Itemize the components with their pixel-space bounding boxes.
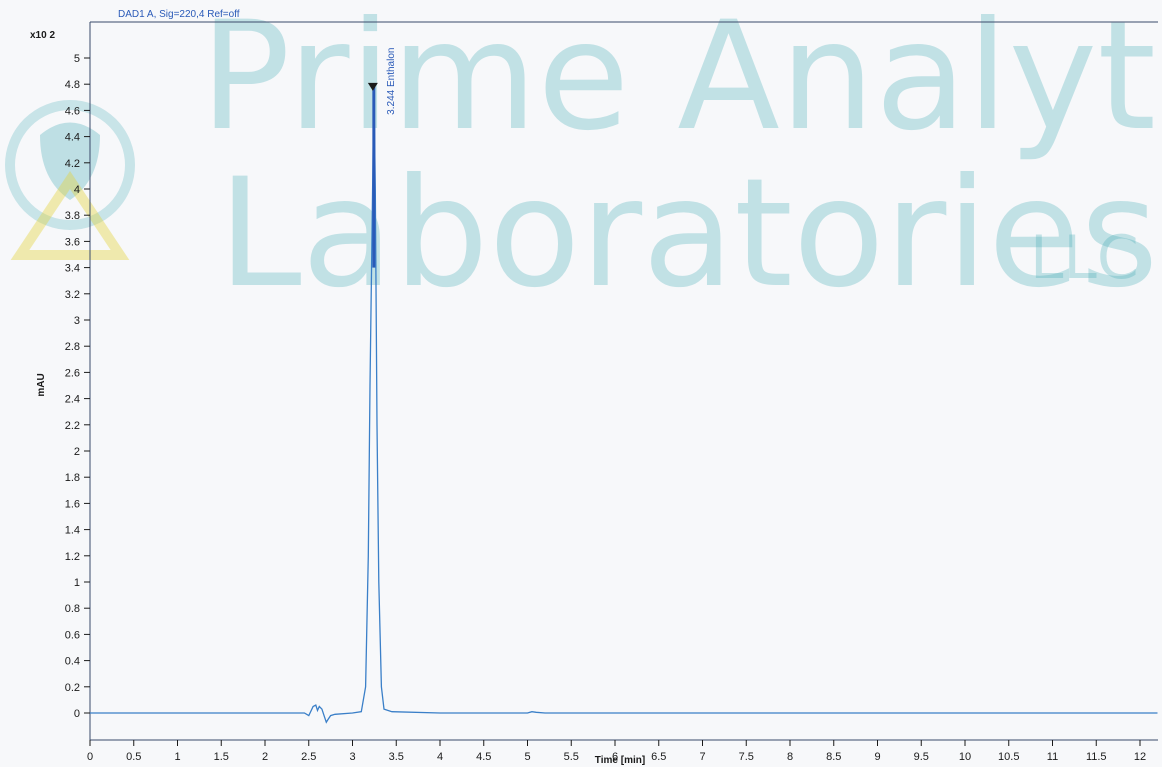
y-tick-label: 0 <box>74 708 80 720</box>
y-tick-label: 3 <box>74 315 80 327</box>
y-tick-label: 1.6 <box>65 498 80 510</box>
y-tick-label: 1.2 <box>65 551 80 563</box>
y-tick-label: 4.2 <box>65 158 80 170</box>
x-tick-label: 6 <box>612 751 618 763</box>
x-tick-label: 0.5 <box>126 751 141 763</box>
y-tick-label: 2 <box>74 446 80 458</box>
peak-bar <box>372 86 376 268</box>
x-tick-label: 3.5 <box>389 751 404 763</box>
signal-label: DAD1 A, Sig=220,4 Ref=off <box>118 9 240 20</box>
x-tick-label: 12 <box>1134 751 1146 763</box>
y-tick-label: 3.6 <box>65 236 80 248</box>
series-line <box>90 86 1158 724</box>
y-tick-label: 4.6 <box>65 105 80 117</box>
y-tick-label: 2.8 <box>65 341 80 353</box>
y-tick-label: 0.4 <box>65 656 80 668</box>
x-tick-label: 8.5 <box>826 751 841 763</box>
x-tick-label: 4.5 <box>476 751 491 763</box>
peak-annotations: 3.244 Enthalon <box>367 48 397 268</box>
x-tick-label: 11.5 <box>1086 751 1107 763</box>
y-tick-label: 4.4 <box>65 132 80 144</box>
x-tick-label: 2.5 <box>301 751 316 763</box>
x-tick-label: 7 <box>699 751 705 763</box>
y-tick-label: 3.2 <box>65 289 80 301</box>
flask-logo-icon <box>5 100 135 260</box>
y-tick-label: 0.8 <box>65 603 80 615</box>
y-tick-label: 3.8 <box>65 210 80 222</box>
y-tick-label: 1.8 <box>65 472 80 484</box>
watermark-line-3: LLC <box>1030 223 1139 293</box>
y-tick-label: 1.4 <box>65 525 80 537</box>
x-tick-label: 5.5 <box>564 751 579 763</box>
y-tick-label: 4.8 <box>65 79 80 91</box>
x-tick-label: 8 <box>787 751 793 763</box>
y-tick-label: 0.6 <box>65 629 80 641</box>
x-tick-label: 9.5 <box>914 751 929 763</box>
y-tick-label: 2.2 <box>65 420 80 432</box>
y-tick-label: 4 <box>74 184 80 196</box>
x-tick-label: 6.5 <box>651 751 666 763</box>
plot-axes <box>89 21 1158 741</box>
peak-label: 3.244 Enthalon <box>386 48 397 115</box>
x-tick-label: 10.5 <box>998 751 1019 763</box>
y-tick-label: 0.2 <box>65 682 80 694</box>
y-axis-label: mAU <box>36 373 47 396</box>
x-tick-label: 9 <box>874 751 880 763</box>
x-tick-label: 0 <box>87 751 93 763</box>
x-tick-label: 3 <box>349 751 355 763</box>
x-tick-label: 1.5 <box>214 751 229 763</box>
series-group <box>90 86 1158 724</box>
y-tick-label: 3.4 <box>65 263 80 275</box>
x-tick-label: 4 <box>437 751 443 763</box>
y-tick-label: 2.4 <box>65 394 80 406</box>
peak-marker <box>367 82 378 91</box>
x-tick-label: 2 <box>262 751 268 763</box>
x-tick-label: 1 <box>174 751 180 763</box>
x-tick-label: 10 <box>959 751 971 763</box>
y-multiplier-label: x10 2 <box>30 30 55 41</box>
y-tick-label: 1 <box>74 577 80 589</box>
x-axis-label: Time [min] <box>595 755 645 766</box>
x-tick-label: 7.5 <box>739 751 754 763</box>
x-axis-ticks: 0 0.5 1 1.5 2 2.5 3 3.5 4 4.5 5 5.5 6 6.5 7 7.5 8 8.5 9 9.5… <box>87 740 1146 763</box>
y-axis-ticks: 0 0.2 0.4 0.6 0.8 1 1.2 1.4 1.6 1.8 2 2.2 2.4 2.6 2.8 3… <box>65 53 90 720</box>
y-tick-label: 5 <box>74 53 80 65</box>
y-tick-label: 2.6 <box>65 367 80 379</box>
watermark-line-1: Prime Analytical <box>200 0 1162 164</box>
x-tick-label: 5 <box>524 751 530 763</box>
x-tick-label: 11 <box>1047 751 1058 763</box>
